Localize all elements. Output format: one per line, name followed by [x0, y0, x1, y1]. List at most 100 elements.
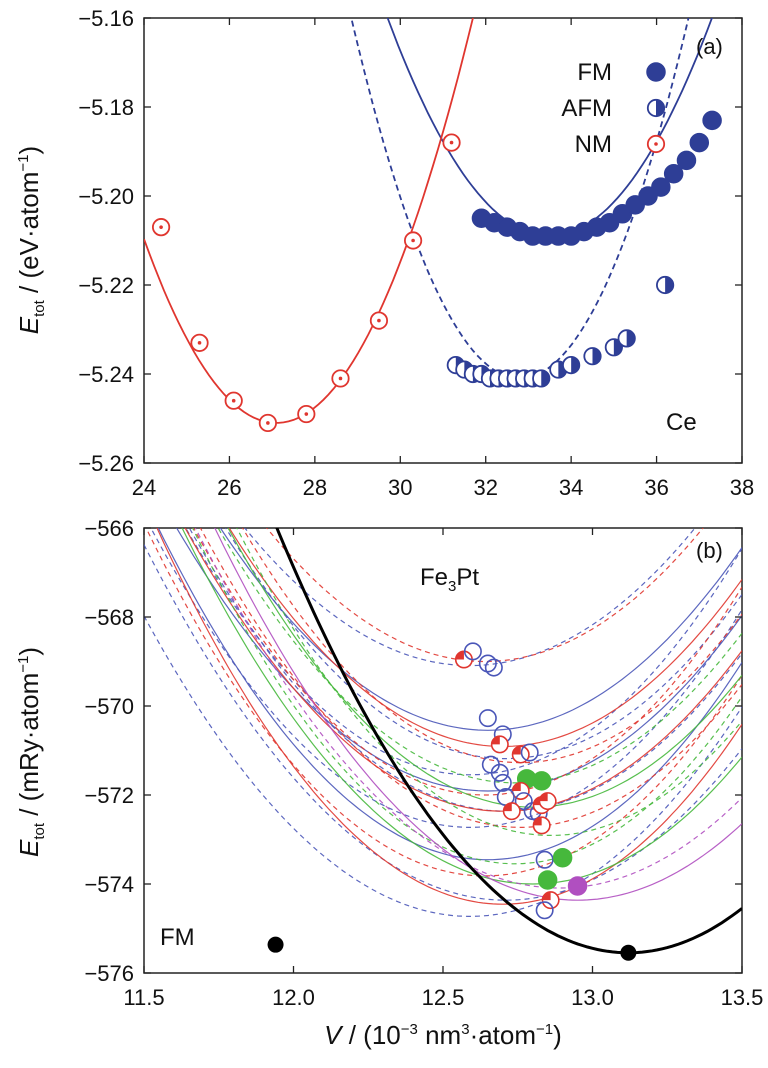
panel-b-y-tick-label: −570	[84, 694, 134, 719]
panel-a-label: (a)	[696, 34, 723, 59]
data-point-nm	[331, 369, 350, 388]
panel-a-y-tick-label: −5.20	[78, 184, 134, 209]
fit-curve-nm	[144, 18, 474, 424]
data-point-nm	[442, 133, 461, 152]
data-point-red	[490, 735, 509, 754]
data-point-green	[537, 870, 558, 890]
fit-curve-green	[227, 528, 742, 808]
fit-curve-red	[192, 528, 742, 796]
fit-curve-red	[199, 528, 742, 829]
panel-a-x-ticks: 24 26 28 30 32 34 36 38	[132, 18, 754, 500]
data-point-red	[502, 802, 521, 821]
panel-b-annotation: Fe3Pt	[420, 564, 479, 595]
fit-curve-blue	[188, 528, 742, 812]
data-point-fm	[267, 936, 284, 953]
data-point-blue	[463, 642, 482, 661]
data-point-blue	[478, 654, 497, 673]
panel-a-y-tick-label: −5.16	[78, 6, 134, 31]
panel-a-y-axis-label: Etot / (eV·atom−1)	[14, 146, 48, 334]
legend-label-fm: FM	[577, 59, 612, 86]
panel-b-x-tick-label: 11.5	[123, 985, 164, 1010]
data-point-fm	[689, 132, 710, 153]
data-point-fm	[676, 150, 697, 171]
fit-curve-red	[184, 528, 742, 812]
data-point-fm	[651, 177, 671, 197]
panel-a-x-tick-label: 28	[303, 475, 327, 500]
panel-b: 11.5 12.0 12.5 13.0 13.5 −576 −574 −572 −570 −56…	[14, 516, 763, 1050]
fit-curve-blue	[185, 528, 742, 776]
panel-a-x-tick-label: 34	[559, 475, 583, 500]
fit-curve-green	[217, 528, 742, 784]
panel-b-y-tick-label: −568	[84, 605, 134, 630]
data-point-green	[531, 771, 552, 791]
legend-label-nm: NM	[575, 131, 612, 158]
panel-b-y-tick-label: −566	[84, 516, 134, 541]
data-point-fm	[702, 110, 722, 131]
panel-b-y-tick-label: −572	[84, 783, 134, 808]
fit-curve-fm	[275, 528, 742, 955]
panel-a-x-tick-label: 38	[730, 475, 754, 500]
data-point-green	[552, 847, 573, 868]
data-point-blue	[535, 901, 554, 920]
panel-a-points	[151, 110, 722, 433]
fit-curve-green	[191, 528, 742, 865]
data-point-red	[511, 781, 530, 800]
fit-curve-blue	[244, 528, 696, 667]
panel-a: 24 26 28 30 32 34 36 38 −5.26−5.24−5.22−5.20−5.…	[14, 6, 754, 500]
legend-marker-afm	[646, 98, 666, 118]
fit-curve-blue	[144, 615, 742, 918]
data-point-red	[538, 792, 557, 811]
data-point-afm	[532, 369, 551, 388]
fit-curve-blue	[175, 528, 742, 792]
data-point-blue	[493, 773, 512, 792]
data-point-blue	[514, 792, 533, 811]
data-point-blue	[490, 763, 509, 782]
panel-b-x-axis-label: V / (10−3 nm3·atom−1)	[324, 1020, 562, 1050]
fit-curve-red	[156, 528, 742, 905]
data-point-afm	[583, 347, 602, 366]
data-point-blue	[478, 709, 497, 728]
data-point-nm	[369, 311, 389, 330]
data-point-blue	[520, 743, 539, 762]
panel-b-x-tick-label: 13.0	[571, 985, 614, 1010]
panel-a-frame	[143, 17, 743, 464]
panel-a-x-tick-label: 32	[473, 475, 497, 500]
data-point-fm	[663, 164, 684, 184]
panel-b-label: (b)	[696, 538, 723, 563]
data-point-red	[532, 816, 551, 835]
data-point-red	[511, 745, 530, 764]
data-point-nm	[190, 333, 209, 352]
panel-a-y-ticks: −5.26 −5.24 −5.22 −5.20 −5.18 −5.16	[78, 6, 742, 476]
panel-a-x-tick-label: 36	[644, 475, 668, 500]
panel-a-x-tick-label: 26	[217, 475, 241, 500]
data-point-nm	[258, 413, 277, 433]
data-point-red	[541, 891, 560, 910]
fit-curve-blue	[157, 528, 742, 861]
data-point-nm	[151, 218, 171, 237]
panel-a-y-tick-label: −5.22	[78, 273, 134, 298]
data-point-afm	[617, 329, 636, 348]
panel-b-x-ticks: 11.5 12.0 12.5 13.0 13.5	[123, 528, 763, 1010]
data-point-afm	[656, 275, 675, 295]
panel-b-x-tick-label: 12.5	[422, 985, 465, 1010]
panel-a-x-tick-label: 24	[132, 475, 156, 500]
panel-b-fm-label: FM	[160, 924, 195, 951]
fit-curve-blue	[219, 528, 742, 731]
data-point-nm	[224, 391, 243, 410]
data-point-blue	[484, 658, 503, 677]
fit-curve-red	[228, 528, 742, 748]
panel-a-legend: FM AFM NM	[561, 59, 666, 158]
panel-a-y-tick-label: −5.26	[78, 451, 134, 476]
fit-curve-magenta	[214, 528, 742, 901]
panel-a-x-tick-label: 30	[388, 475, 412, 500]
panel-b-fit-curves	[144, 528, 742, 955]
data-point-nm	[403, 231, 423, 250]
panel-b-y-tick-label: −576	[84, 961, 134, 986]
panel-b-y-ticks: −576 −574 −572 −570 −568 −566	[84, 516, 742, 986]
legend-label-afm: AFM	[561, 95, 612, 122]
panel-b-x-tick-label: 12.0	[272, 985, 315, 1010]
fit-curve-magenta	[194, 528, 742, 889]
data-point-nm	[297, 404, 316, 424]
panel-b-x-tick-label: 13.5	[721, 985, 764, 1010]
